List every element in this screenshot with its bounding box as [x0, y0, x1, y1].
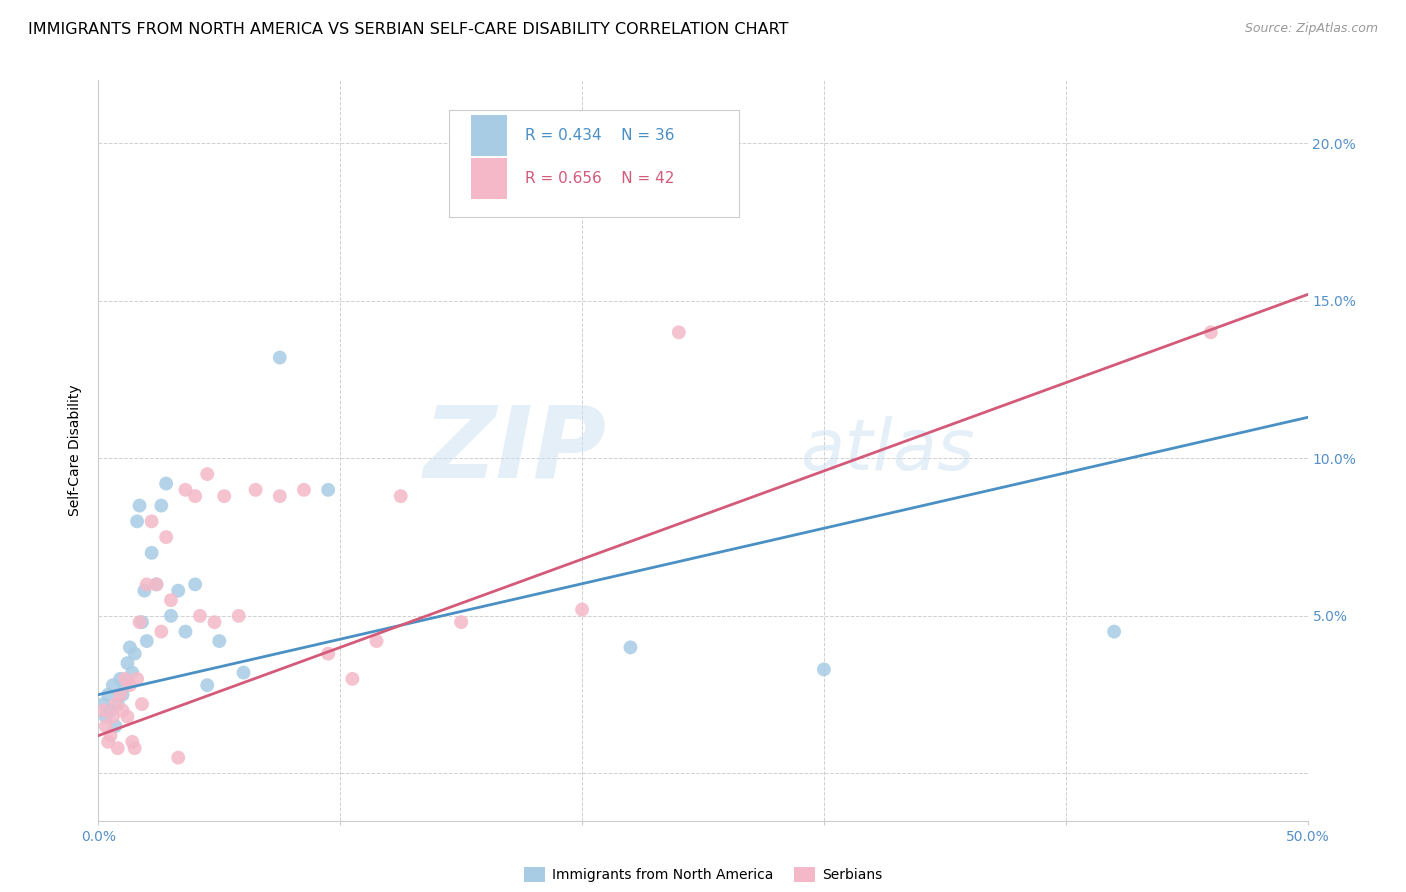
- Point: [127, 514, 149, 528]
- Point: [292, 483, 315, 497]
- Point: [474, 174, 496, 188]
- Point: [155, 530, 177, 544]
- Point: [101, 709, 124, 723]
- Point: [208, 634, 231, 648]
- Point: [141, 546, 163, 560]
- Point: [813, 662, 835, 676]
- Text: ZIP: ZIP: [423, 402, 606, 499]
- Point: [245, 483, 267, 497]
- Point: [167, 583, 190, 598]
- Text: R = 0.434    N = 36: R = 0.434 N = 36: [526, 128, 675, 143]
- Point: [127, 672, 149, 686]
- Bar: [449, 110, 740, 218]
- Point: [269, 351, 291, 365]
- Point: [101, 678, 124, 692]
- Point: [131, 615, 153, 629]
- Point: [342, 672, 364, 686]
- Point: [111, 688, 134, 702]
- Point: [111, 703, 134, 717]
- Point: [94, 719, 117, 733]
- Point: [1102, 624, 1125, 639]
- Point: [135, 577, 157, 591]
- Point: [184, 489, 207, 503]
- Point: [150, 499, 173, 513]
- Point: [118, 640, 141, 655]
- Point: [100, 729, 122, 743]
- Point: [124, 741, 146, 756]
- Point: [184, 577, 207, 591]
- Point: [160, 608, 183, 623]
- Point: [150, 624, 173, 639]
- Point: [131, 697, 153, 711]
- Point: [108, 672, 131, 686]
- Point: [571, 602, 593, 616]
- Point: [668, 326, 690, 340]
- Point: [114, 678, 136, 692]
- Point: [155, 476, 177, 491]
- Point: [619, 640, 641, 655]
- Point: [124, 647, 146, 661]
- Point: [91, 697, 114, 711]
- Point: [134, 583, 156, 598]
- Point: [195, 678, 218, 692]
- Point: [316, 647, 339, 661]
- Point: [107, 697, 129, 711]
- Point: [1199, 326, 1222, 340]
- Point: [100, 703, 122, 717]
- Bar: [471, 158, 508, 199]
- Point: [97, 735, 120, 749]
- Point: [174, 483, 197, 497]
- Point: [316, 483, 339, 497]
- Text: R = 0.656    N = 42: R = 0.656 N = 42: [526, 171, 675, 186]
- Text: IMMIGRANTS FROM NORTH AMERICA VS SERBIAN SELF-CARE DISABILITY CORRELATION CHART: IMMIGRANTS FROM NORTH AMERICA VS SERBIAN…: [28, 22, 789, 37]
- Point: [104, 719, 127, 733]
- Point: [450, 615, 472, 629]
- Point: [174, 624, 197, 639]
- Text: Source: ZipAtlas.com: Source: ZipAtlas.com: [1244, 22, 1378, 36]
- Point: [135, 634, 157, 648]
- Point: [212, 489, 235, 503]
- Point: [121, 665, 143, 680]
- Point: [114, 672, 136, 686]
- Point: [145, 577, 167, 591]
- Point: [118, 678, 141, 692]
- Point: [389, 489, 412, 503]
- Point: [97, 688, 120, 702]
- Point: [108, 688, 131, 702]
- Point: [117, 709, 139, 723]
- Point: [128, 615, 150, 629]
- Bar: [471, 115, 508, 156]
- Text: atlas: atlas: [800, 416, 974, 485]
- Point: [117, 656, 139, 670]
- Point: [94, 709, 117, 723]
- Point: [104, 697, 127, 711]
- Point: [91, 703, 114, 717]
- Point: [366, 634, 388, 648]
- Point: [188, 608, 211, 623]
- Point: [195, 467, 218, 481]
- Legend: Immigrants from North America, Serbians: Immigrants from North America, Serbians: [519, 862, 887, 888]
- Point: [121, 735, 143, 749]
- Point: [167, 750, 190, 764]
- Point: [269, 489, 291, 503]
- Point: [232, 665, 254, 680]
- Point: [141, 514, 163, 528]
- Y-axis label: Self-Care Disability: Self-Care Disability: [69, 384, 83, 516]
- Point: [107, 741, 129, 756]
- Point: [228, 608, 250, 623]
- Point: [204, 615, 226, 629]
- Point: [145, 577, 167, 591]
- Point: [128, 499, 150, 513]
- Point: [160, 593, 183, 607]
